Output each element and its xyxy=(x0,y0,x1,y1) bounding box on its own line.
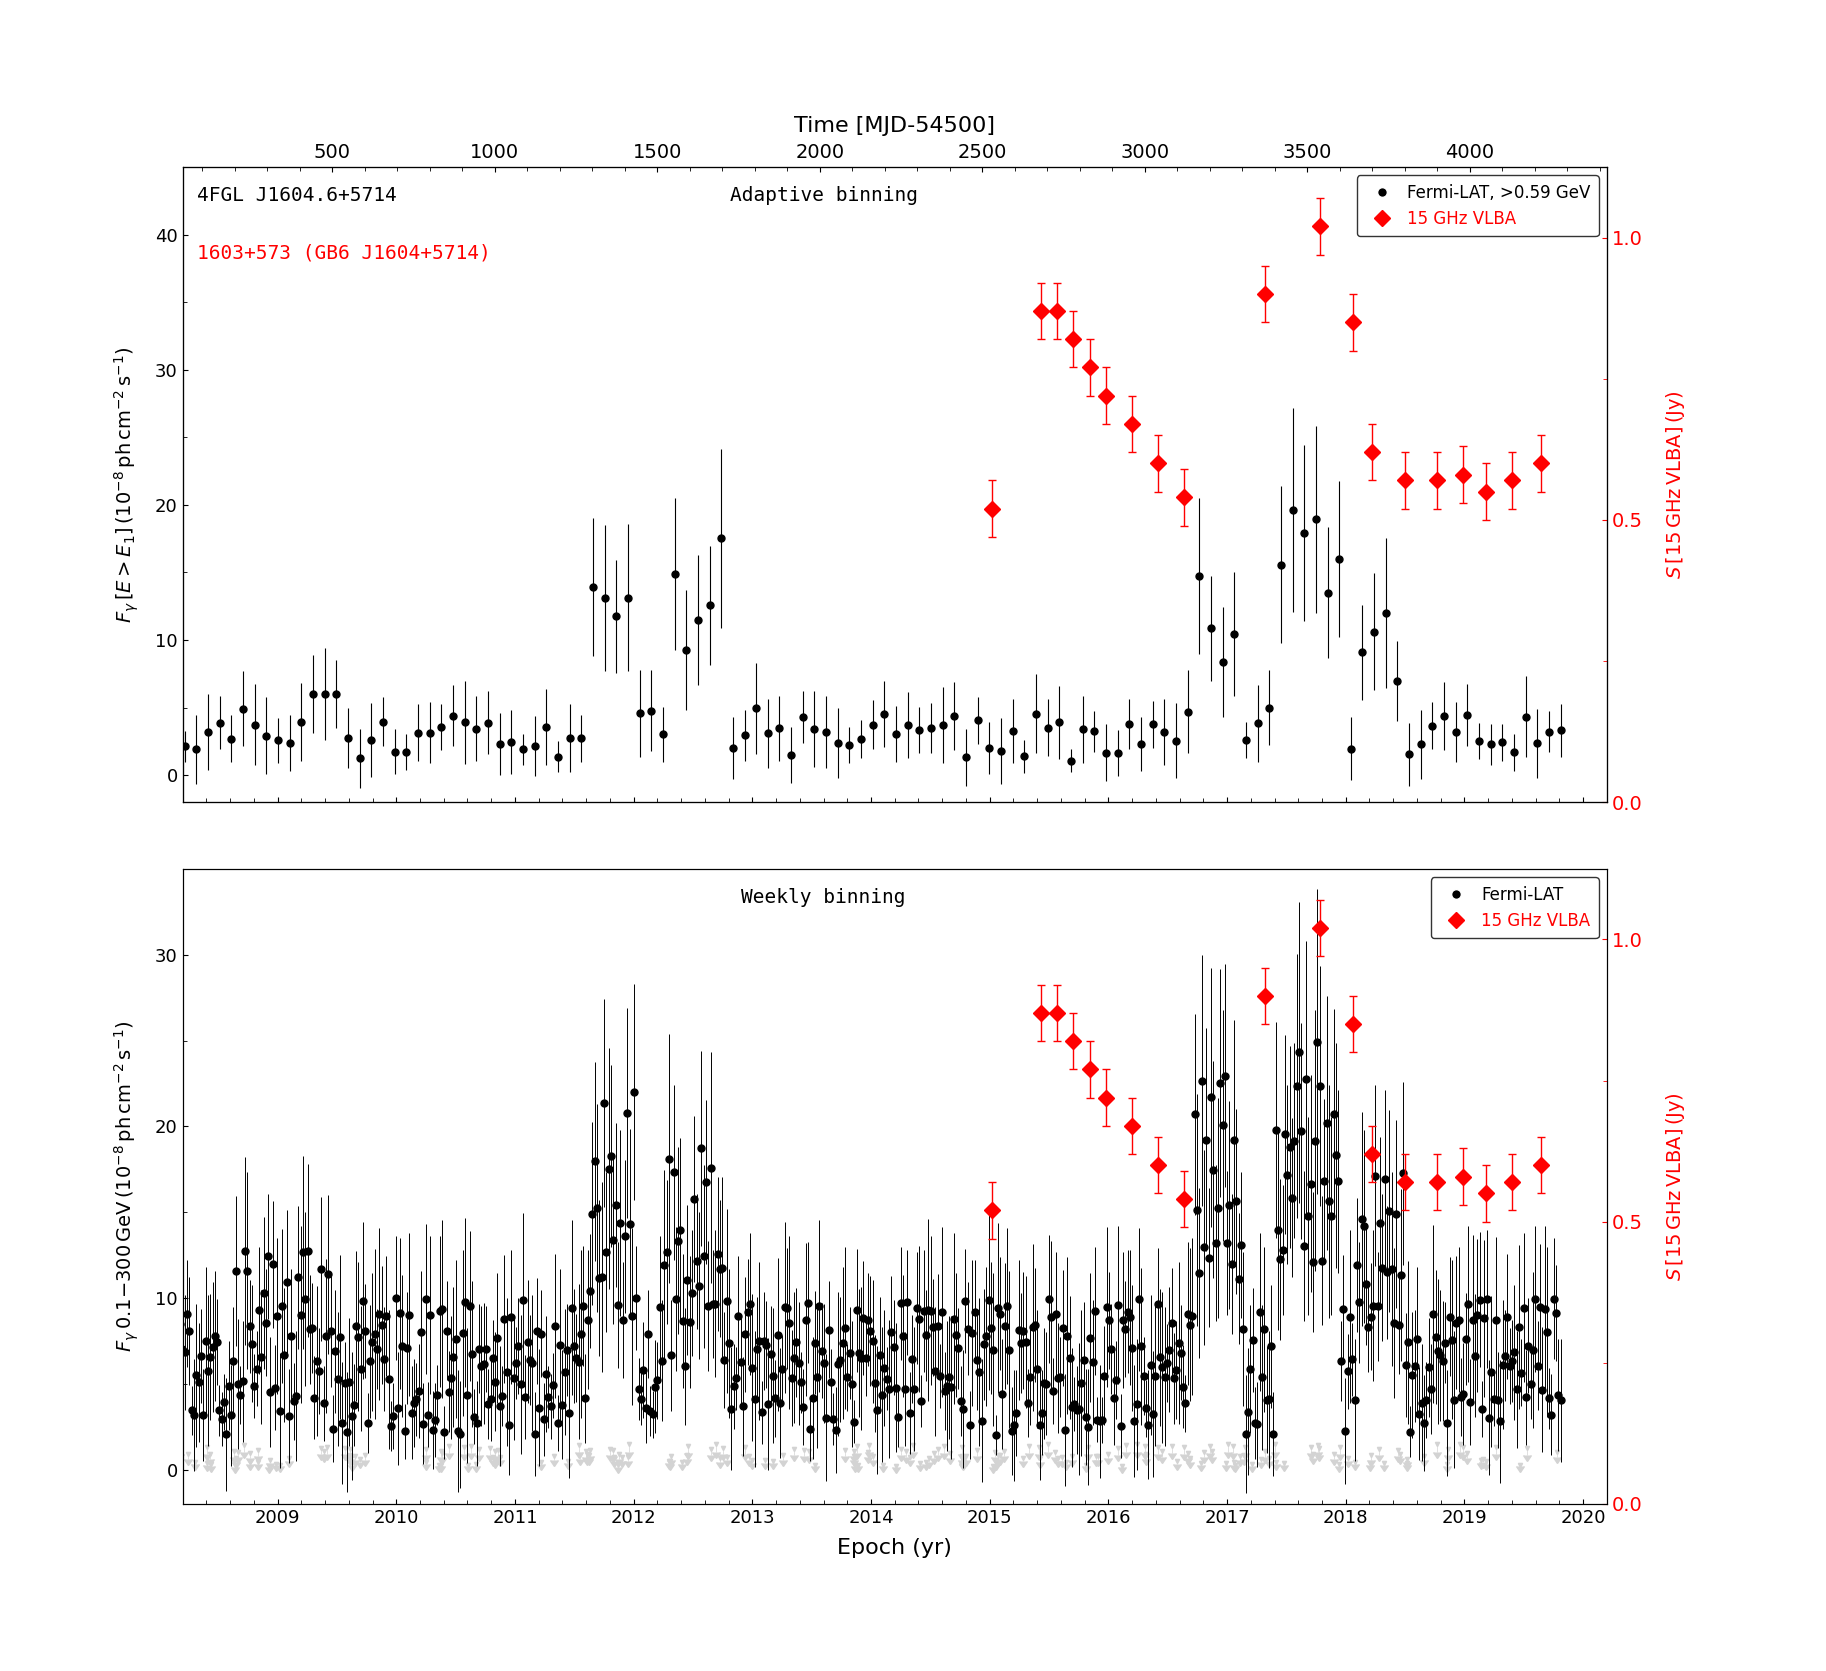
Y-axis label: $F_\gamma\,[E>E_1]\,(10^{-8}\,\mathrm{ph\,cm^{-2}\,s^{-1}})$: $F_\gamma\,[E>E_1]\,(10^{-8}\,\mathrm{ph… xyxy=(113,346,141,623)
Y-axis label: $S\,[15\,\mathrm{GHz}\,\mathrm{VLBA}]\,(\mathrm{Jy})$: $S\,[15\,\mathrm{GHz}\,\mathrm{VLBA}]\,(… xyxy=(1663,1091,1687,1282)
Text: 4FGL J1604.6+5714: 4FGL J1604.6+5714 xyxy=(197,185,396,206)
Legend: Fermi-LAT, 15 GHz VLBA: Fermi-LAT, 15 GHz VLBA xyxy=(1432,877,1598,937)
Text: Weekly binning: Weekly binning xyxy=(741,887,906,907)
Legend: Fermi-LAT, >0.59 GeV, 15 GHz VLBA: Fermi-LAT, >0.59 GeV, 15 GHz VLBA xyxy=(1357,175,1598,236)
X-axis label: Time [MJD-54500]: Time [MJD-54500] xyxy=(794,115,995,135)
Text: Adaptive binning: Adaptive binning xyxy=(730,185,917,206)
Y-axis label: $S\,[15\,\mathrm{GHz}\,\mathrm{VLBA}]\,(\mathrm{Jy})$: $S\,[15\,\mathrm{GHz}\,\mathrm{VLBA}]\,(… xyxy=(1663,389,1687,580)
Y-axis label: $F_\gamma\,0.1\mathrm{-}300\,\mathrm{GeV}\,(10^{-8}\,\mathrm{ph\,cm^{-2}\,s^{-1}: $F_\gamma\,0.1\mathrm{-}300\,\mathrm{GeV… xyxy=(113,1021,141,1352)
X-axis label: Epoch (yr): Epoch (yr) xyxy=(838,1537,951,1557)
Text: 1603+573 (GB6 J1604+5714): 1603+573 (GB6 J1604+5714) xyxy=(197,244,491,262)
